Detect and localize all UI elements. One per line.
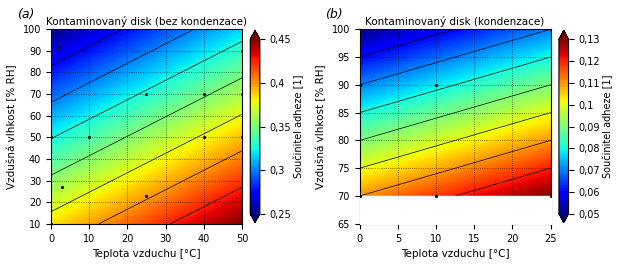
Point (237, 135, 247, 139)
Point (58, 185, 68, 189)
PathPatch shape (250, 30, 260, 39)
Point (46, 222, 56, 226)
Point (237, 222, 247, 226)
Point (355, 27, 365, 31)
Title: Kontaminovaný disk (bez kondenzace): Kontaminovaný disk (bez kondenzace) (46, 16, 247, 27)
PathPatch shape (250, 214, 260, 223)
Text: (a): (a) (17, 7, 34, 20)
Point (355, 194, 365, 198)
Point (355, 83, 365, 87)
Point (546, 194, 556, 198)
PathPatch shape (559, 214, 569, 223)
Point (431, 194, 441, 198)
Text: (b): (b) (326, 7, 343, 20)
X-axis label: Teplota vzduchu [°C]: Teplota vzduchu [°C] (401, 249, 510, 259)
Y-axis label: Vzdušná vlhkost [% RH]: Vzdušná vlhkost [% RH] (7, 64, 17, 189)
Point (54, 44, 64, 49)
X-axis label: Teplota vzduchu [°C]: Teplota vzduchu [°C] (92, 249, 201, 259)
Point (546, 27, 556, 31)
Title: Kontaminovaný disk (kondenzace): Kontaminovaný disk (kondenzace) (366, 16, 545, 27)
Point (46, 135, 56, 139)
Point (84, 135, 94, 139)
Point (141, 92, 151, 96)
Point (237, 49, 247, 53)
Point (141, 194, 151, 198)
Point (431, 83, 441, 87)
Point (237, 211, 247, 215)
Y-axis label: Součinitel adheze [1]: Součinitel adheze [1] (603, 75, 613, 178)
Y-axis label: Součinitel adheze [1]: Součinitel adheze [1] (294, 75, 304, 178)
PathPatch shape (559, 30, 569, 39)
Point (199, 135, 209, 139)
Y-axis label: Vzdušná vlhkost [% RH]: Vzdušná vlhkost [% RH] (316, 64, 326, 189)
Point (237, 92, 247, 96)
Point (84, 232, 94, 237)
Point (199, 92, 209, 96)
